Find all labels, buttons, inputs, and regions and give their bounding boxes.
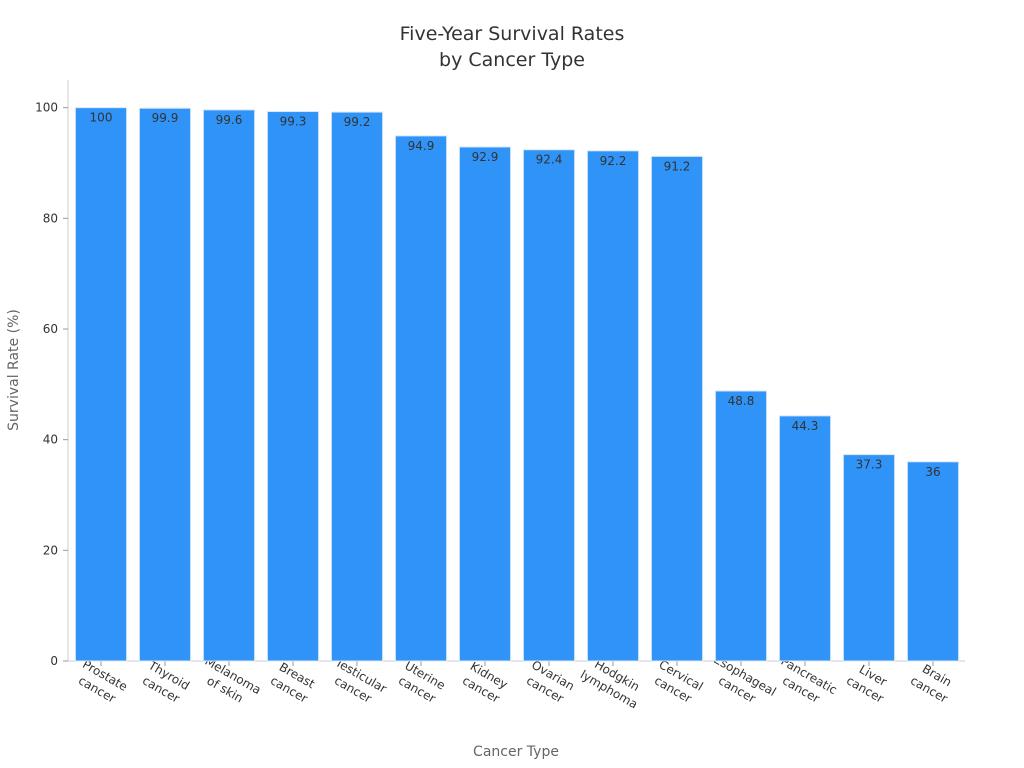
y-tick-label: 0 [50,654,58,668]
value-label: 44.3 [792,419,819,433]
value-label: 99.9 [152,111,179,125]
bar [778,415,832,662]
y-tick-label: 100 [35,101,58,115]
bar [202,109,256,662]
y-axis-label: Survival Rate (%) [6,309,22,431]
value-label: 99.6 [216,113,243,127]
value-label: 37.3 [856,458,883,472]
bar [906,461,960,662]
value-label: 48.8 [728,394,755,408]
value-label: 91.2 [664,159,691,173]
bar [394,135,448,662]
value-label: 36 [925,465,940,479]
bar [586,150,640,662]
bar [650,155,704,662]
y-tick-label: 20 [43,543,58,557]
bar [266,111,320,662]
x-axis-label: Cancer Type [473,744,559,760]
bar [714,390,768,662]
y-tick-label: 40 [43,433,58,447]
bar [330,111,384,662]
chart-title: by Cancer Type [439,49,585,71]
value-label: 92.9 [472,150,499,164]
value-label: 99.2 [344,115,371,129]
bar [522,149,576,662]
value-label: 100 [90,111,113,125]
value-label: 94.9 [408,139,435,153]
y-tick-label: 80 [43,211,58,225]
value-label: 92.2 [600,154,627,168]
chart-title: Five-Year Survival Rates [400,23,625,45]
y-tick-label: 60 [43,322,58,336]
value-label: 99.3 [280,115,307,129]
bar [842,454,896,662]
bar [458,146,512,662]
value-label: 92.4 [536,153,563,167]
bar [138,107,192,662]
bar [74,107,128,662]
